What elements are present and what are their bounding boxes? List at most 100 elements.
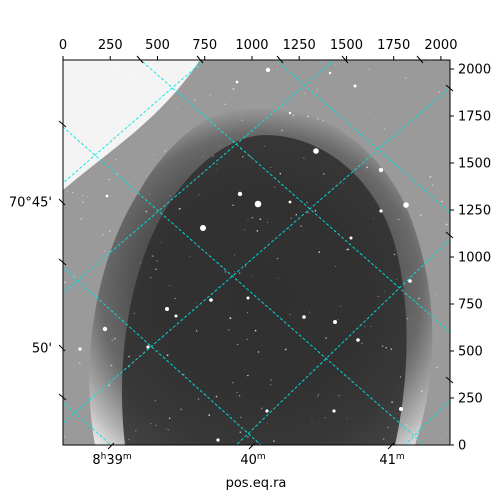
- star: [183, 373, 185, 376]
- star: [78, 362, 81, 365]
- star: [150, 423, 152, 425]
- edge-tick-mark: [416, 55, 424, 64]
- star: [368, 68, 371, 71]
- x-tick-label: 2000: [424, 38, 457, 53]
- star: [270, 166, 272, 168]
- star: [178, 207, 181, 210]
- ra-tick-label: 41m: [379, 452, 404, 468]
- star: [108, 384, 111, 387]
- star: [267, 422, 268, 424]
- star: [316, 88, 319, 91]
- star: [232, 204, 234, 206]
- dec-tick-mark: [58, 198, 66, 206]
- x-tick-label: 1500: [330, 38, 363, 53]
- star: [169, 284, 171, 286]
- star: [246, 311, 249, 314]
- star: [82, 194, 84, 196]
- star: [165, 427, 167, 429]
- dec-tick-label: 50': [32, 342, 52, 357]
- star: [105, 194, 109, 198]
- pixel-axis-ticks: 0 250 500 750 1000 1250 1500 1750 2000 0 250 500 750…: [59, 38, 491, 454]
- star: [242, 155, 244, 158]
- plot-frame: [62, 59, 451, 446]
- star: [391, 401, 393, 404]
- star: [289, 229, 291, 231]
- star: [266, 221, 268, 223]
- star: [145, 210, 148, 213]
- star: [440, 438, 442, 440]
- y-tick-label: 0: [458, 439, 466, 454]
- star: [154, 399, 157, 402]
- star: [87, 196, 89, 198]
- star: [322, 120, 324, 122]
- star: [110, 364, 113, 367]
- star: [135, 430, 137, 432]
- grid-line: [404, 399, 450, 445]
- star: [403, 202, 409, 208]
- star: [175, 107, 177, 109]
- star: [232, 88, 235, 90]
- star: [378, 167, 384, 173]
- grid-line: [275, 60, 450, 214]
- star: [265, 409, 269, 413]
- star: [288, 200, 292, 204]
- edge-tick-mark: [445, 84, 454, 92]
- star: [80, 217, 83, 220]
- star: [114, 64, 116, 66]
- star: [156, 260, 158, 262]
- star: [302, 315, 306, 319]
- ra-tick-label: 8h39m: [92, 452, 131, 468]
- star: [89, 121, 91, 123]
- star: [335, 265, 337, 267]
- star: [246, 338, 248, 340]
- star: [246, 296, 250, 300]
- star: [71, 191, 74, 194]
- image-dark-core: [121, 135, 407, 445]
- star: [324, 417, 326, 419]
- star: [139, 262, 141, 264]
- ra-tick-label: 40m: [240, 452, 265, 468]
- edge-tick-mark: [58, 393, 67, 401]
- star: [437, 403, 439, 405]
- star: [420, 390, 423, 393]
- star: [284, 348, 287, 351]
- star: [434, 293, 436, 296]
- star: [337, 319, 339, 320]
- star: [300, 225, 302, 227]
- star: [318, 394, 319, 396]
- star: [155, 424, 157, 426]
- star: [432, 184, 434, 186]
- star: [391, 71, 393, 73]
- ra-tick-mark: [387, 442, 395, 450]
- star: [313, 148, 319, 154]
- star: [128, 438, 130, 441]
- grid-line: [235, 238, 450, 445]
- ra-tick-mark: [248, 442, 256, 450]
- star: [167, 429, 169, 431]
- star: [189, 256, 191, 257]
- star: [234, 271, 235, 272]
- edge-tick-mark: [445, 231, 454, 239]
- star: [396, 278, 398, 280]
- grid-line: [63, 60, 205, 184]
- star: [306, 115, 309, 118]
- star: [224, 103, 226, 106]
- star: [349, 236, 353, 240]
- star: [254, 200, 262, 208]
- star: [102, 233, 104, 236]
- star: [197, 398, 200, 400]
- star: [377, 295, 379, 298]
- star: [335, 65, 337, 67]
- star: [347, 248, 349, 251]
- star: [158, 245, 160, 247]
- edge-tick-mark: [136, 55, 144, 64]
- star: [238, 395, 241, 397]
- star: [160, 242, 162, 243]
- star: [383, 128, 385, 130]
- grid-line: [63, 86, 450, 424]
- star: [429, 176, 432, 178]
- star: [216, 163, 218, 165]
- coordinate-grid: [63, 60, 450, 445]
- star: [438, 91, 441, 93]
